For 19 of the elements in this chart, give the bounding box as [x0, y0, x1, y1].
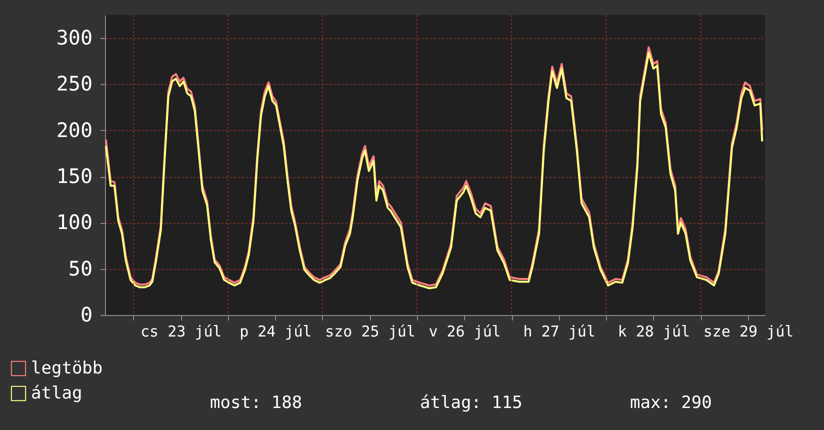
- y-tick-label: 50: [68, 256, 92, 280]
- x-tick-label: k 28 júl: [618, 322, 690, 340]
- text: max: 290: [630, 393, 712, 413]
- y-tick-label: 250: [56, 72, 92, 96]
- legend-label: legtöbb: [31, 358, 103, 378]
- x-tick-label: sze 29 júl: [703, 322, 794, 340]
- x-tick-label: p 24 júl: [240, 322, 312, 340]
- legend-label: átlag: [31, 384, 82, 404]
- x-tick-label: h 27 júl: [523, 322, 596, 340]
- text: átlag: 115: [420, 393, 522, 413]
- x-tick-label: v 26 júl: [428, 322, 501, 340]
- y-tick-label: 300: [56, 26, 92, 50]
- y-tick-label: 0: [80, 302, 92, 326]
- x-tick-label: cs 23 júl: [140, 322, 222, 340]
- y-tick-label: 200: [56, 118, 92, 142]
- y-tick-label: 150: [56, 164, 92, 188]
- x-tick-label: szo 25 júl: [325, 322, 416, 340]
- text: most: 188: [210, 393, 302, 413]
- y-tick-label: 100: [56, 210, 92, 234]
